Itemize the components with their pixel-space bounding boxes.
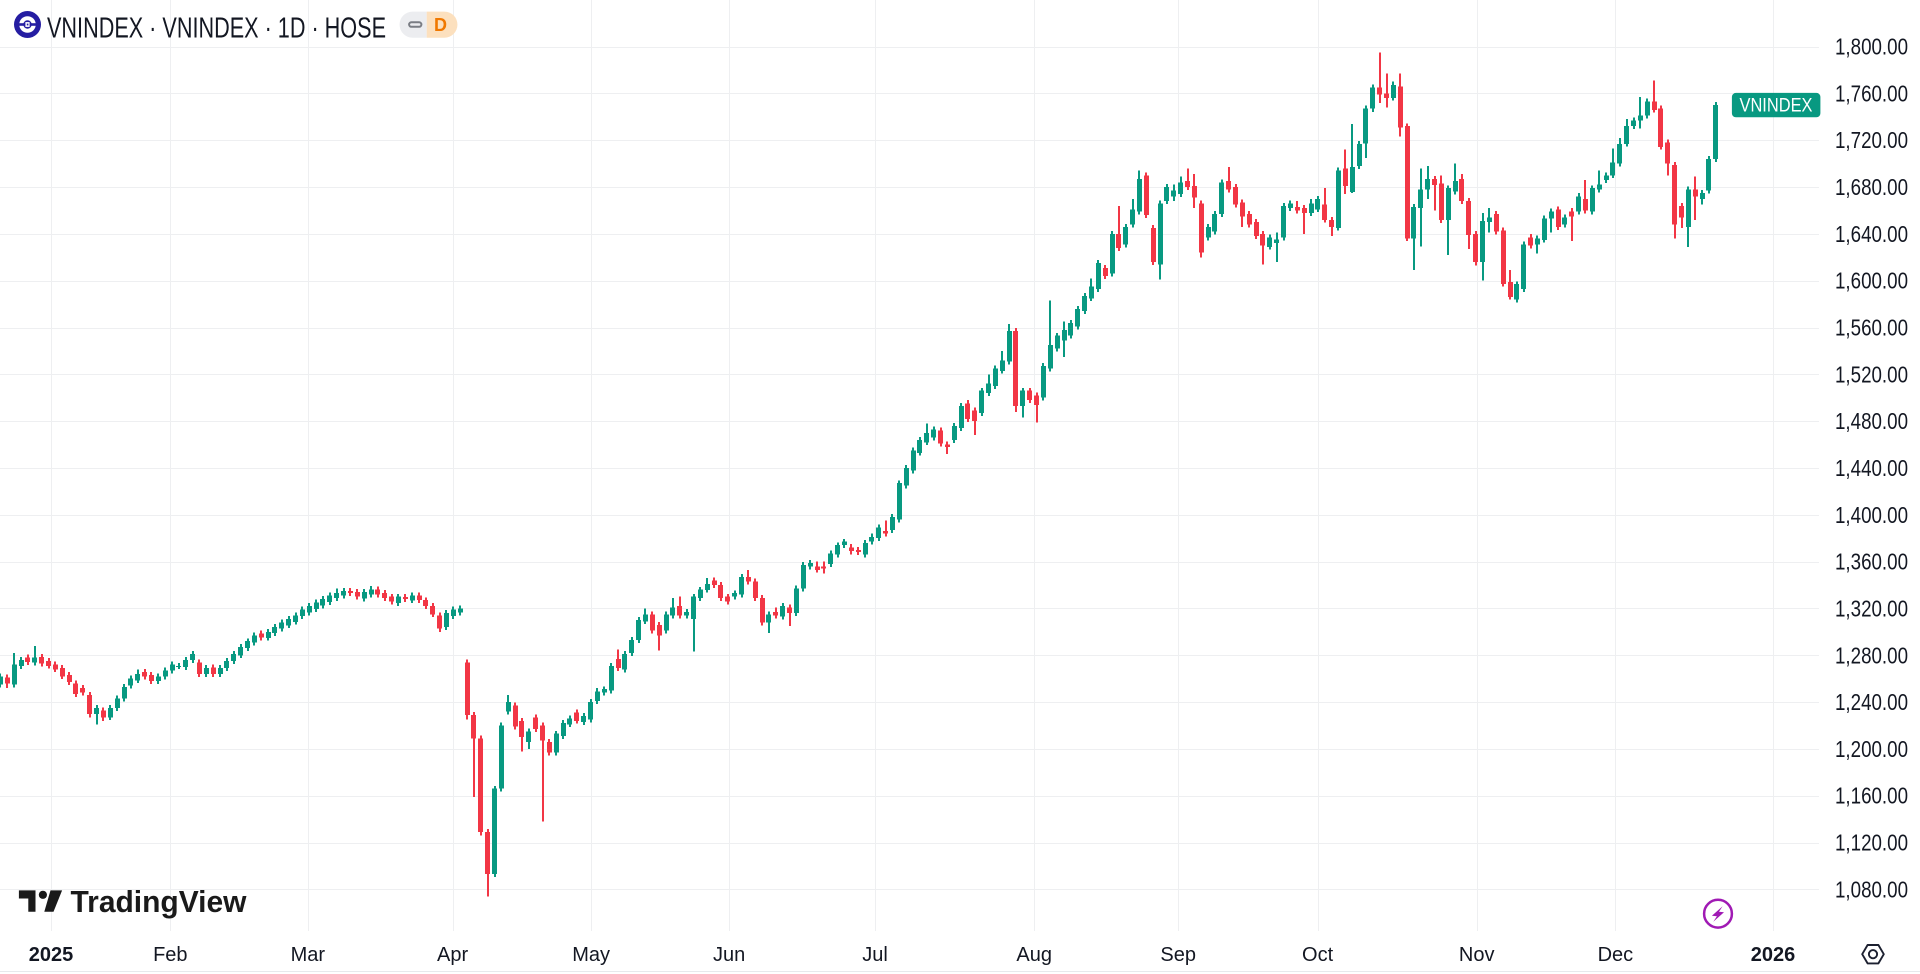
svg-text:May: May <box>572 944 610 966</box>
svg-text:Jun: Jun <box>713 944 745 966</box>
svg-text:1,480.00: 1,480.00 <box>1835 408 1908 434</box>
svg-text:Feb: Feb <box>153 944 187 966</box>
svg-text:VNINDEX: VNINDEX <box>1740 96 1813 117</box>
svg-text:Apr: Apr <box>437 944 468 966</box>
svg-text:1,280.00: 1,280.00 <box>1835 642 1908 668</box>
svg-text:2026: 2026 <box>1751 944 1796 966</box>
svg-text:Oct: Oct <box>1302 944 1334 966</box>
svg-text:VNINDEX · VNINDEX · 1D · HOSE: VNINDEX · VNINDEX · 1D · HOSE <box>47 13 386 45</box>
svg-text:1,680.00: 1,680.00 <box>1835 174 1908 200</box>
svg-text:TradingView: TradingView <box>71 884 248 919</box>
svg-text:1,240.00: 1,240.00 <box>1835 689 1908 715</box>
svg-text:1,160.00: 1,160.00 <box>1835 783 1908 809</box>
svg-text:2025: 2025 <box>29 944 74 966</box>
svg-text:1,320.00: 1,320.00 <box>1835 595 1908 621</box>
svg-text:Jul: Jul <box>862 944 888 966</box>
svg-text:1,520.00: 1,520.00 <box>1835 361 1908 387</box>
svg-text:1,360.00: 1,360.00 <box>1835 549 1908 575</box>
svg-text:Nov: Nov <box>1459 944 1495 966</box>
svg-text:1,400.00: 1,400.00 <box>1835 502 1908 528</box>
svg-text:D: D <box>434 15 447 35</box>
svg-text:1,440.00: 1,440.00 <box>1835 455 1908 481</box>
svg-text:Aug: Aug <box>1016 944 1052 966</box>
svg-text:1,800.00: 1,800.00 <box>1835 34 1908 60</box>
svg-text:1,600.00: 1,600.00 <box>1835 268 1908 294</box>
svg-text:1,080.00: 1,080.00 <box>1835 876 1908 902</box>
svg-text:Dec: Dec <box>1598 944 1634 966</box>
svg-text:Sep: Sep <box>1160 944 1196 966</box>
svg-text:Mar: Mar <box>291 944 326 966</box>
svg-text:1,200.00: 1,200.00 <box>1835 736 1908 762</box>
svg-text:1,120.00: 1,120.00 <box>1835 830 1908 856</box>
svg-text:1,560.00: 1,560.00 <box>1835 315 1908 341</box>
svg-text:1,720.00: 1,720.00 <box>1835 127 1908 153</box>
svg-text:1,760.00: 1,760.00 <box>1835 80 1908 106</box>
svg-text:1,640.00: 1,640.00 <box>1835 221 1908 247</box>
